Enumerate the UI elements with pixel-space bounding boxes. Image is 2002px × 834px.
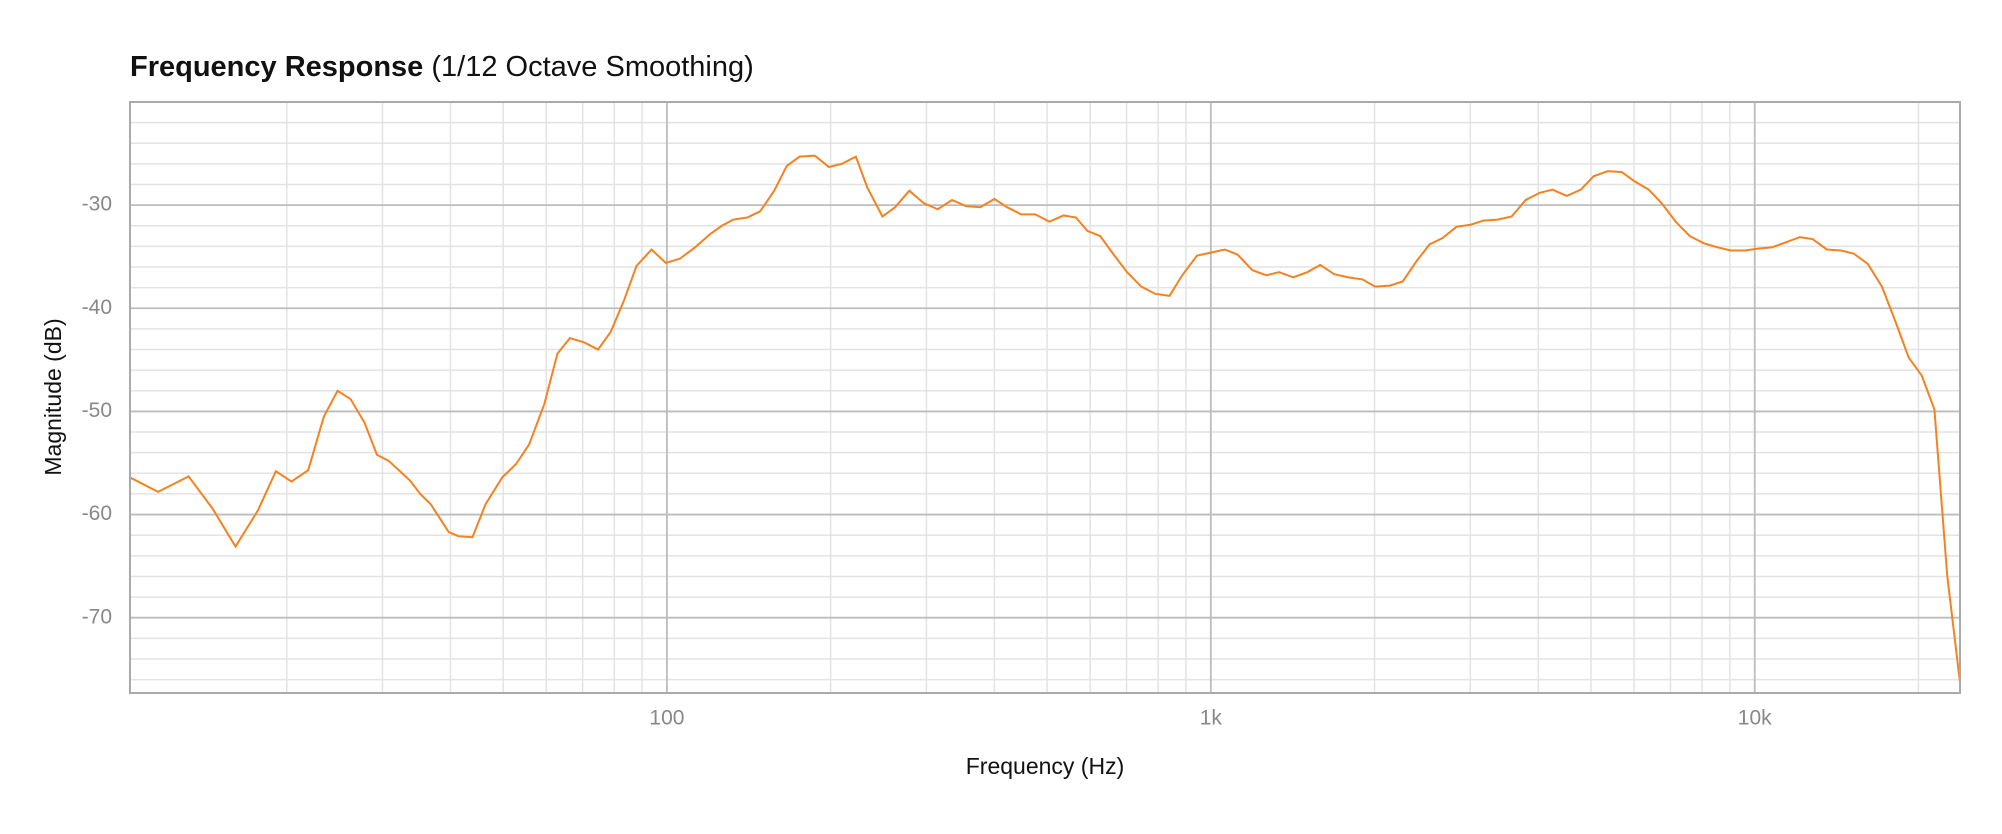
x-tick-label: 100 xyxy=(649,707,684,730)
grid xyxy=(130,102,1960,693)
subtitle: (1/12 Octave Smoothing) xyxy=(431,51,753,83)
x-axis-label: Frequency (Hz) xyxy=(966,753,1124,779)
chart-title: Frequency Response (1/12 Octave Smoothin… xyxy=(130,51,754,83)
y-tick-label: -70 xyxy=(82,605,112,628)
y-tick-label: -50 xyxy=(82,399,112,422)
y-tick-label: -40 xyxy=(82,296,112,319)
title: Frequency Response xyxy=(130,51,423,83)
x-tick-label: 10k xyxy=(1738,707,1772,730)
y-tick-label: -60 xyxy=(82,502,112,525)
y-tick-label: -30 xyxy=(82,193,112,216)
x-tick-label: 1k xyxy=(1200,707,1223,730)
y-axis-label: Magnitude (dB) xyxy=(40,318,66,475)
plot-area xyxy=(129,154,1961,683)
plot-frame xyxy=(129,101,1961,694)
series-line xyxy=(129,154,1961,683)
